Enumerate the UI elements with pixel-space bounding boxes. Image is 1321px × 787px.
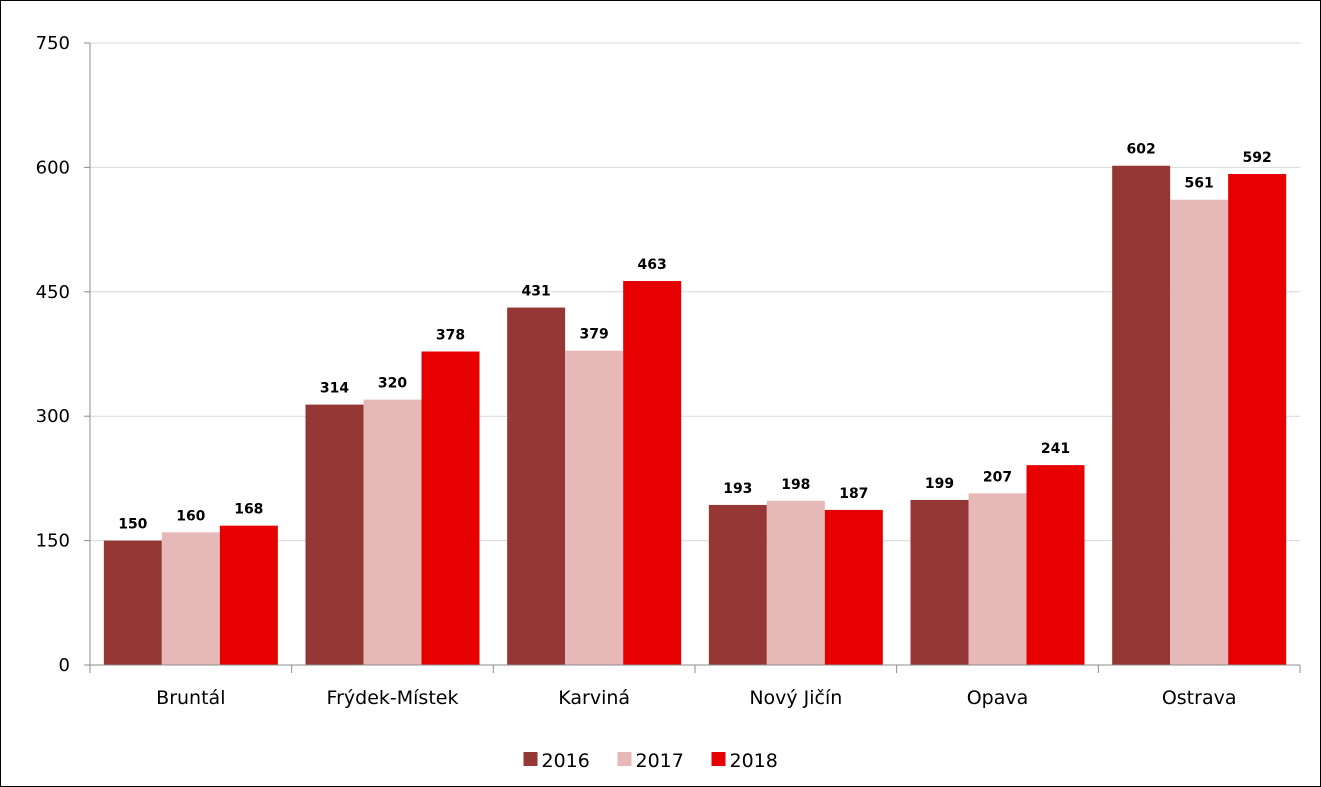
- bar-2016-3: [708, 504, 767, 665]
- y-tick-label: 0: [59, 655, 70, 676]
- gridlines: [90, 42, 1300, 542]
- bars: [103, 165, 1287, 665]
- legend-swatch-2016: [523, 752, 538, 766]
- data-label: 379: [580, 327, 609, 343]
- bar-2018-1: [421, 351, 480, 665]
- bar-2016-1: [305, 404, 364, 665]
- data-label: 199: [925, 476, 954, 492]
- data-label: 193: [723, 481, 752, 497]
- data-label: 431: [522, 284, 551, 300]
- bar-2017-5: [1170, 199, 1229, 665]
- x-category-label: Bruntál: [156, 687, 225, 709]
- x-category-label: Karviná: [558, 687, 630, 709]
- bar-2017-0: [161, 532, 220, 665]
- y-tick-label: 150: [36, 531, 70, 552]
- data-label: 561: [1185, 176, 1214, 192]
- legend-label: 2016: [542, 750, 590, 772]
- data-label: 241: [1041, 441, 1070, 457]
- data-label: 168: [234, 502, 263, 518]
- data-label: 463: [638, 257, 667, 273]
- bar-2017-2: [565, 350, 624, 665]
- bar-2018-0: [219, 525, 278, 665]
- data-label: 314: [320, 381, 349, 397]
- data-label: 207: [983, 469, 1012, 485]
- legend-swatch-2017: [617, 752, 632, 766]
- bar-2016-4: [910, 499, 969, 665]
- y-tick-label: 300: [36, 406, 70, 427]
- y-tick-label: 450: [36, 282, 70, 303]
- bar-2018-5: [1228, 174, 1287, 665]
- data-label: 602: [1127, 142, 1156, 158]
- bar-2017-3: [766, 500, 825, 665]
- x-category-label: Nový Jičín: [749, 687, 842, 709]
- x-category-label: Ostrava: [1162, 687, 1237, 709]
- bar-2016-0: [103, 540, 162, 665]
- bar-2018-2: [623, 281, 682, 665]
- legend-label: 2018: [730, 750, 778, 772]
- data-label: 150: [118, 517, 147, 533]
- data-label: 198: [781, 477, 810, 493]
- y-tick-label: 600: [36, 157, 70, 178]
- data-label: 160: [176, 508, 205, 524]
- bar-2016-2: [507, 307, 566, 665]
- x-category-label: Opava: [967, 687, 1029, 709]
- axes: [84, 42, 1301, 673]
- data-label: 187: [839, 486, 868, 502]
- legend: 2016 2017 2018: [523, 750, 778, 772]
- bar-2017-1: [363, 399, 422, 665]
- legend-label: 2017: [636, 750, 684, 772]
- x-category-label: Frýdek-Místek: [327, 687, 459, 709]
- data-label: 592: [1243, 150, 1272, 166]
- bar-2016-5: [1112, 165, 1171, 665]
- labels: 0 150 300 450 600 750 150 160 168 Bruntál 314 320 37…: [36, 33, 1272, 709]
- bar-2018-3: [824, 509, 883, 665]
- y-tick-label: 750: [36, 33, 70, 54]
- bar-2018-4: [1026, 465, 1085, 665]
- bar-2017-4: [968, 493, 1027, 665]
- data-label: 320: [378, 376, 407, 392]
- legend-swatch-2018: [711, 752, 726, 766]
- data-label: 378: [436, 328, 465, 344]
